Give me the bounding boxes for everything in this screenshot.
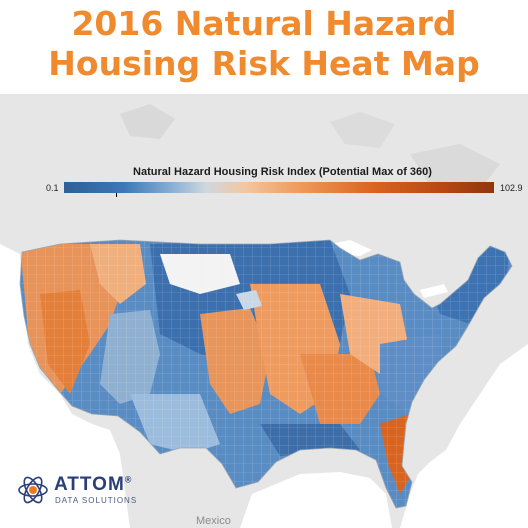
legend-min-value: 0.1 (46, 183, 59, 193)
logo-brand: ATTOM® (54, 474, 133, 495)
logo-trademark: ® (124, 474, 133, 485)
map-title-line-2: Housing Risk Heat Map (48, 44, 480, 83)
label-mexico: Mexico (196, 515, 231, 527)
legend-marker (116, 193, 117, 197)
map-title-line-1: 2016 Natural Hazard (71, 4, 457, 43)
legend-color-ramp (64, 182, 494, 193)
legend-max-value: 102.9 (500, 183, 523, 193)
attom-logo: ATTOM® DATA SOLUTIONS (16, 473, 156, 511)
us-outline (19, 239, 513, 509)
atom-icon (18, 476, 48, 504)
logo-tagline: DATA SOLUTIONS (55, 496, 138, 505)
legend-title: Natural Hazard Housing Risk Index (Poten… (133, 166, 432, 178)
heat-map[interactable] (0, 94, 528, 528)
map-canvas (0, 94, 528, 528)
map-title: 2016 Natural Hazard Housing Risk Heat Ma… (0, 4, 528, 84)
